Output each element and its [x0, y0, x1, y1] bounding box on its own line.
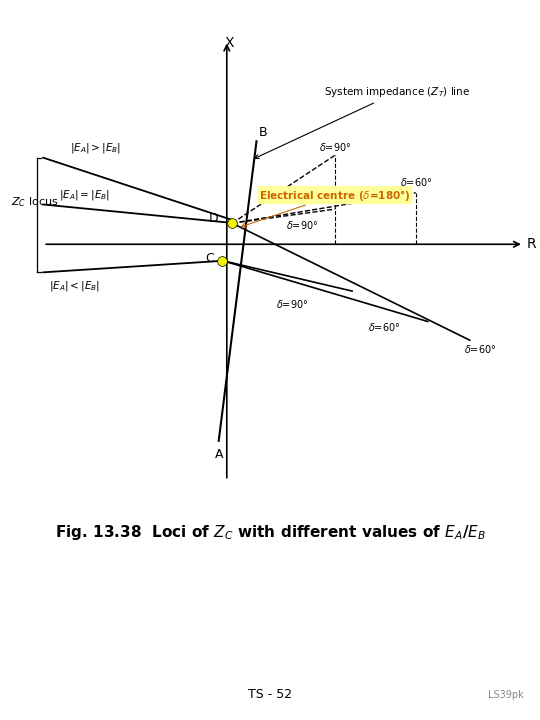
Text: $|E_A|=|E_B|$: $|E_A|=|E_B|$	[59, 188, 111, 202]
Text: B: B	[259, 126, 268, 139]
Text: LS39pk: LS39pk	[488, 690, 524, 700]
Text: $|E_A|<|E_B|$: $|E_A|<|E_B|$	[49, 279, 100, 293]
Text: $\delta$=90°: $\delta$=90°	[286, 219, 319, 230]
Text: R: R	[526, 238, 536, 251]
Text: $|E_A|>|E_B|$: $|E_A|>|E_B|$	[70, 141, 122, 156]
Text: A: A	[214, 448, 223, 461]
Text: TS - 52: TS - 52	[248, 688, 292, 701]
Text: System impedance ($Z_T$) line: System impedance ($Z_T$) line	[255, 85, 470, 158]
Text: C: C	[206, 252, 214, 265]
Text: $\delta$=60°: $\delta$=60°	[464, 343, 497, 354]
Text: $\delta$=60°: $\delta$=60°	[368, 321, 401, 333]
Text: $\delta$=90°: $\delta$=90°	[319, 141, 351, 153]
Text: X: X	[225, 36, 234, 50]
Text: $Z_C$ locus: $Z_C$ locus	[11, 195, 58, 209]
Text: D: D	[209, 212, 219, 225]
Text: $\delta$=60°: $\delta$=60°	[400, 176, 432, 188]
Text: Fig. 13.38  Loci of $Z_C$ with different values of $E_A$/$E_B$: Fig. 13.38 Loci of $Z_C$ with different …	[55, 523, 485, 542]
Text: $\delta$=90°: $\delta$=90°	[276, 298, 309, 310]
Text: Electrical centre ($\delta$=180°): Electrical centre ($\delta$=180°)	[241, 188, 411, 228]
